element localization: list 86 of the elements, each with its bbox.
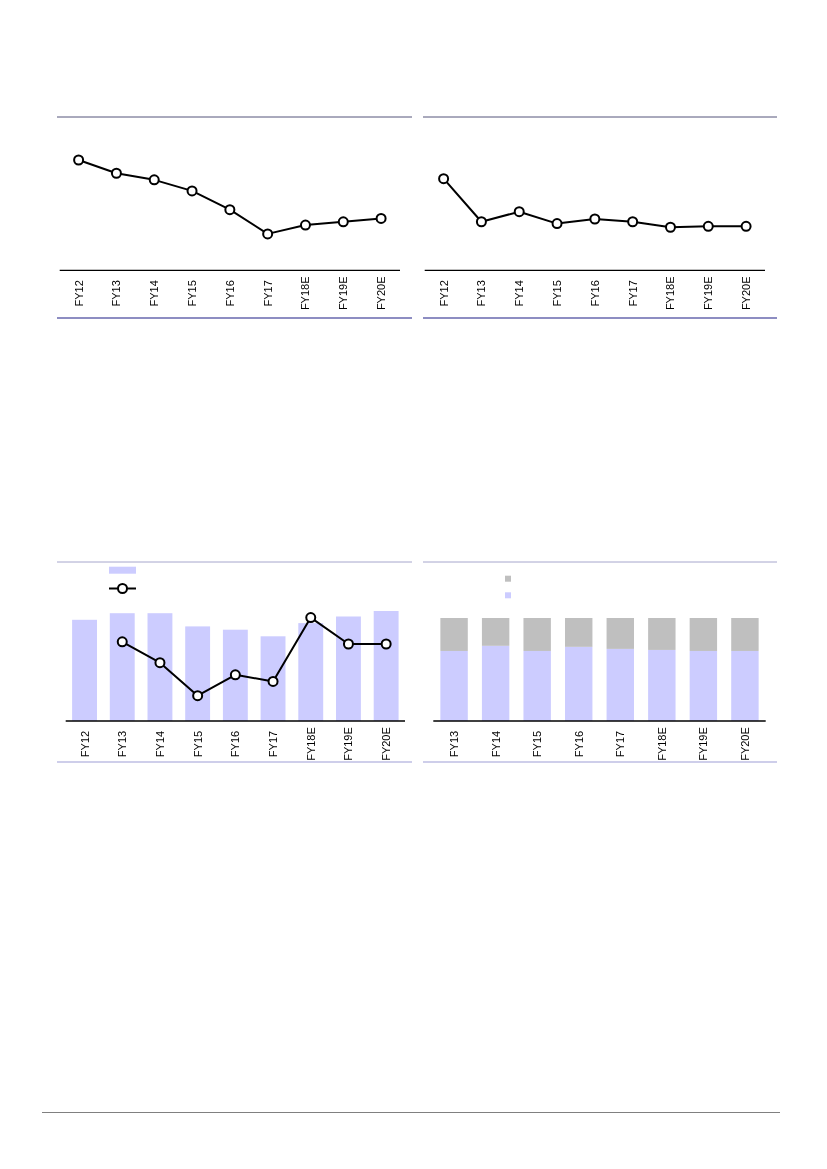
point [186, 185, 198, 197]
x-tick-label: FY20E [380, 727, 393, 761]
point [375, 212, 387, 224]
point [73, 154, 85, 166]
point [438, 173, 450, 185]
x-tick-label: FY18E [664, 276, 677, 311]
x-tick-label: FY13 [110, 280, 123, 307]
x-tick-label: FY15 [551, 280, 564, 307]
bar [731, 618, 759, 651]
bar [689, 650, 718, 721]
bar [648, 618, 676, 650]
bar [523, 618, 551, 651]
x-tick-label: FY15 [186, 280, 199, 307]
bar [440, 618, 468, 651]
x-tick-label: FY19E [337, 276, 350, 311]
point [192, 690, 204, 702]
point [148, 174, 160, 186]
bar [565, 618, 593, 647]
x-tick-label: FY12 [78, 730, 91, 758]
point [551, 218, 563, 230]
point [224, 204, 236, 216]
point [380, 638, 392, 650]
x-tick-label: FY14 [148, 280, 161, 307]
point [229, 669, 241, 681]
point [110, 167, 122, 179]
x-tick-label: FY17 [614, 730, 627, 758]
x-tick-label: FY15 [531, 730, 544, 758]
bar [440, 650, 468, 721]
x-tick-label: FY14 [513, 280, 526, 307]
bar [298, 623, 324, 721]
x-tick-label: FY20E [740, 276, 753, 311]
x-tick-label: FY20E [375, 276, 388, 311]
x-tick-label: FY17 [267, 730, 280, 758]
x-tick-label: FY13 [116, 730, 129, 758]
bar [689, 618, 718, 651]
x-tick-label: FY19E [702, 276, 715, 311]
x-tick-label: FY14 [153, 730, 166, 758]
bar [606, 618, 634, 649]
point [664, 221, 676, 233]
point [740, 220, 752, 232]
point [305, 612, 317, 624]
x-tick-label: FY17 [626, 280, 639, 307]
bar [260, 636, 286, 721]
bar [648, 649, 676, 721]
x-tick-label: FY16 [588, 280, 601, 307]
point [154, 657, 166, 669]
point [589, 213, 601, 225]
point [262, 228, 274, 240]
x-tick-label: FY14 [489, 730, 502, 758]
bar [185, 626, 211, 721]
bar [481, 645, 510, 721]
x-tick-label: FY16 [572, 730, 585, 758]
x-tick-label: FY19E [697, 727, 710, 761]
bar [606, 648, 634, 721]
x-tick-label: FY18E [299, 276, 312, 311]
bar [222, 629, 248, 721]
x-tick-label: FY20E [738, 727, 751, 761]
point [702, 220, 714, 232]
point [627, 216, 639, 228]
bar [72, 619, 97, 721]
x-tick-label: FY18E [655, 727, 668, 761]
x-tick-label: FY12 [437, 280, 450, 307]
x-tick-label: FY15 [191, 730, 204, 758]
bar [565, 646, 593, 721]
x-tick-label: FY13 [475, 280, 488, 307]
point [513, 206, 525, 218]
bar [523, 650, 551, 721]
x-tick-label: FY18E [304, 727, 317, 761]
bar [481, 618, 510, 646]
point [299, 219, 311, 231]
x-tick-label: FY16 [229, 730, 242, 758]
x-tick-label: FY17 [261, 280, 274, 307]
x-tick-label: FY12 [72, 280, 85, 307]
bar [336, 616, 361, 721]
point [116, 636, 128, 648]
x-tick-label: FY19E [342, 727, 355, 761]
point [267, 675, 279, 687]
point [475, 216, 487, 228]
bar [731, 650, 759, 721]
bar [147, 613, 173, 721]
point [337, 216, 349, 228]
bar [373, 611, 399, 721]
x-tick-label: FY16 [223, 280, 236, 307]
bar [109, 613, 135, 721]
point [342, 638, 354, 650]
x-tick-label: FY13 [448, 730, 461, 758]
